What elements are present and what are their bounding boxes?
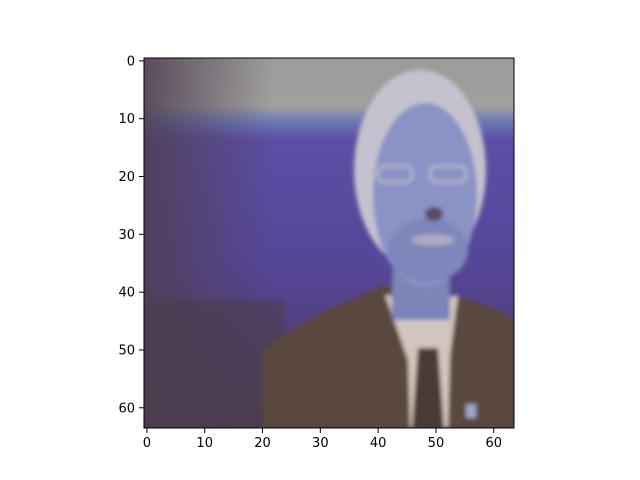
lapel-pin (466, 404, 476, 418)
y-tick-label: 60 (118, 401, 135, 416)
nose-shape (425, 207, 443, 221)
y-axis: 0 10 20 30 40 50 60 (118, 54, 144, 416)
y-tick-label: 0 (127, 54, 135, 69)
x-tick-label: 40 (370, 436, 387, 451)
x-tick-label: 10 (196, 436, 213, 451)
x-tick-label: 30 (312, 436, 329, 451)
y-tick-label: 20 (118, 170, 135, 185)
x-axis: 0 10 20 30 40 50 60 (143, 428, 502, 451)
plot-frame (143, 57, 515, 429)
x-tick-label: 20 (254, 436, 271, 451)
y-tick-label: 50 (118, 343, 135, 358)
face-lower-shadow (388, 218, 468, 282)
portrait (262, 70, 514, 428)
y-tick-label: 40 (118, 286, 135, 301)
x-tick-label: 60 (485, 436, 502, 451)
x-tick-label: 0 (143, 436, 151, 451)
image-area (144, 58, 514, 428)
image-lower-left-dark (144, 300, 284, 428)
y-tick-label: 30 (118, 228, 135, 243)
x-tick-label: 50 (428, 436, 445, 451)
y-tick-label: 10 (118, 112, 135, 127)
glasses-left (376, 164, 414, 184)
glasses-right (428, 164, 468, 184)
mouth-shape (411, 234, 455, 246)
tie-shape (412, 348, 444, 428)
